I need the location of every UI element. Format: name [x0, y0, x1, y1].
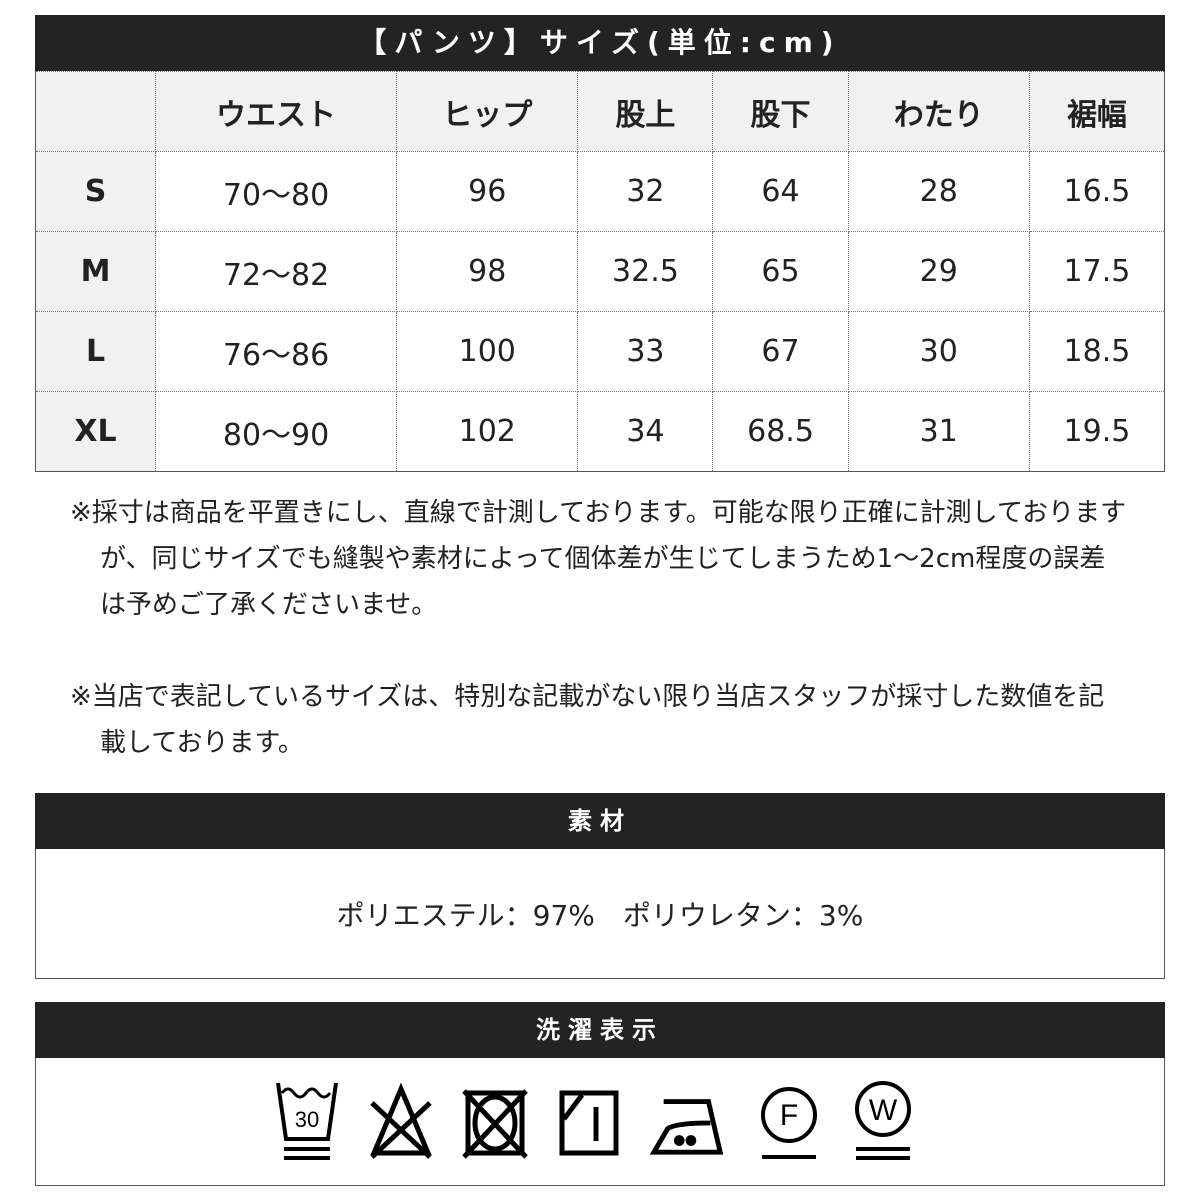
size-label: M	[35, 231, 156, 312]
svg-text:F: F	[780, 1099, 798, 1132]
note: ※当店で表記しているサイズは、特別な記載がない限り当店スタッフが採寸した数値を記…	[70, 682, 1105, 758]
table-cell: 30	[847, 311, 1030, 392]
no-tumble-dry-icon	[462, 1088, 528, 1159]
table-row: L 76〜86 100 33 67 30 18.5	[35, 311, 1166, 392]
size-label: S	[35, 151, 156, 232]
table-row: S 70〜80 96 32 64 28 16.5	[35, 151, 1166, 232]
svg-text:W: W	[869, 1094, 898, 1127]
material-body: ポリエステル：97% ポリウレタン：3%	[35, 849, 1165, 979]
column-header: 裾幅	[1028, 71, 1166, 152]
table-cell: 18.5	[1028, 311, 1166, 392]
table-cell: 67	[712, 311, 849, 392]
table-cell: 28	[847, 151, 1030, 232]
column-header: ウエスト	[154, 71, 398, 152]
svg-text:30: 30	[295, 1107, 319, 1132]
table-cell: 96	[396, 151, 579, 232]
table-cell: 29	[847, 231, 1030, 312]
table-row: M 72〜82 98 32.5 65 29 17.5	[35, 231, 1166, 312]
size-table: ウエスト ヒップ 股上 股下 わたり 裾幅 S 70〜80 96 32 64 28 16.5…	[35, 71, 1166, 472]
note: ※採寸は商品を平置きにし、直線で計測しております。可能な限り正確に計測しておりま…	[70, 498, 1127, 620]
size-table-title: 【パンツ】サイズ(単位:cm)	[35, 15, 1165, 71]
table-cell: 80〜90	[154, 391, 398, 472]
care-icons: 30 F W	[35, 1058, 1165, 1186]
column-header: ヒップ	[396, 71, 579, 152]
table-cell: 102	[396, 391, 579, 472]
column-header: 股下	[712, 71, 849, 152]
size-notes: ※採寸は商品を平置きにし、直線で計測しております。可能な限り正確に計測しておりま…	[70, 490, 1130, 766]
table-cell: 16.5	[1028, 151, 1166, 232]
table-cell: 64	[712, 151, 849, 232]
table-row: XL 80〜90 102 34 68.5 31 19.5	[35, 391, 1166, 472]
table-cell: 17.5	[1028, 231, 1166, 312]
table-cell: 34	[577, 391, 714, 472]
table-cell: 33	[577, 311, 714, 392]
size-label: XL	[35, 391, 156, 472]
table-header-row: ウエスト ヒップ 股上 股下 わたり 裾幅	[35, 71, 1166, 152]
size-label: L	[35, 311, 156, 392]
iron-medium-icon	[650, 1098, 724, 1155]
table-cell: 65	[712, 231, 849, 312]
wet-clean-very-gentle-icon: W	[855, 1080, 911, 1160]
column-header	[35, 71, 156, 152]
table-cell: 70〜80	[154, 151, 398, 232]
table-cell: 19.5	[1028, 391, 1166, 472]
line-dry-shade-icon	[559, 1090, 619, 1155]
material-text: ポリエステル：97% ポリウレタン：3%	[336, 898, 864, 932]
table-cell: 76〜86	[154, 311, 398, 392]
table-cell: 32.5	[577, 231, 714, 312]
column-header: わたり	[847, 71, 1030, 152]
no-bleach-icon	[370, 1082, 432, 1159]
table-cell: 68.5	[712, 391, 849, 472]
care-title: 洗濯表示	[35, 1002, 1165, 1058]
material-title: 素材	[35, 793, 1165, 849]
table-cell: 98	[396, 231, 579, 312]
wash-30-very-gentle-icon: 30	[276, 1082, 338, 1160]
table-cell: 32	[577, 151, 714, 232]
table-cell: 72〜82	[154, 231, 398, 312]
table-cell: 100	[396, 311, 579, 392]
table-cell: 31	[847, 391, 1030, 472]
dry-clean-f-gentle-icon: F	[761, 1086, 817, 1159]
column-header: 股上	[577, 71, 714, 152]
